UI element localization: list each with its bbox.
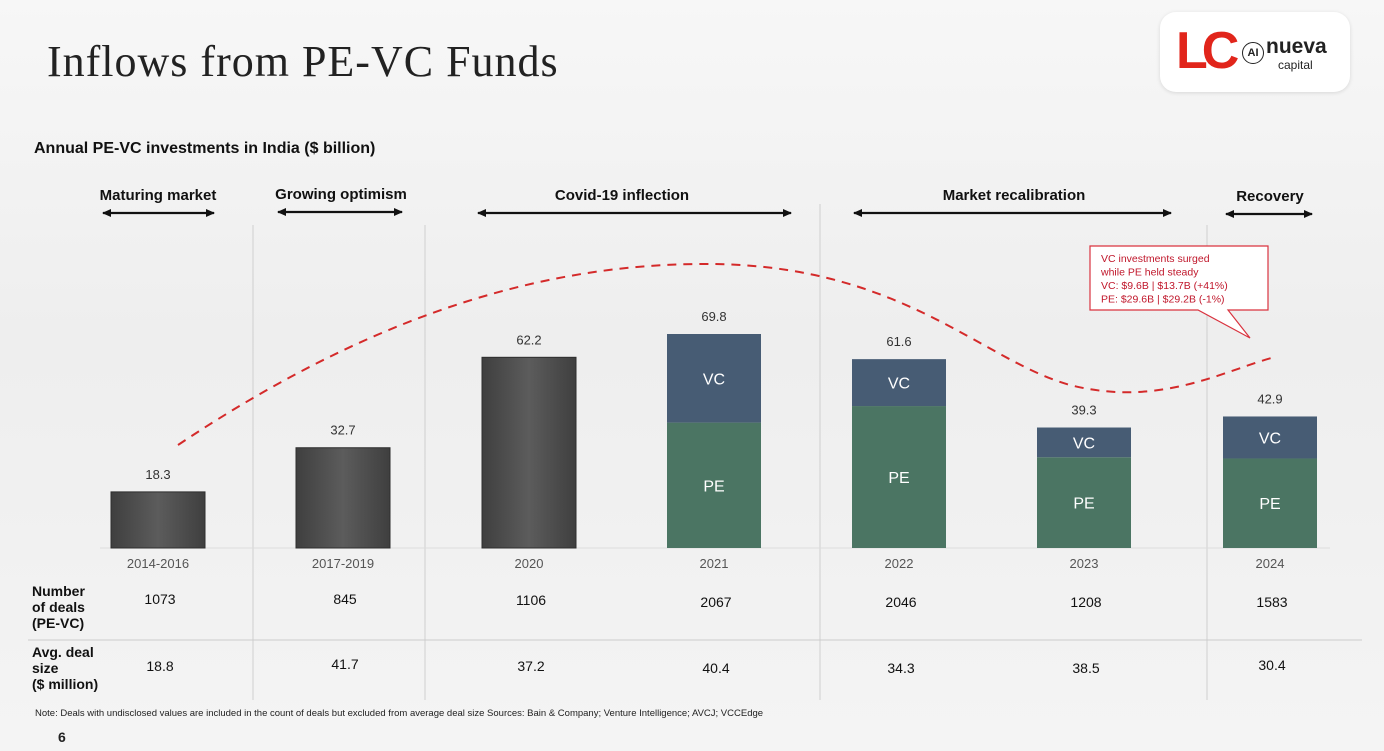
pe-segment-label: PE xyxy=(1073,496,1094,513)
x-tick-label: 2022 xyxy=(885,556,914,571)
x-tick-label: 2014-2016 xyxy=(127,556,189,571)
table-cell: 34.3 xyxy=(887,660,914,676)
vc-segment-label: VC xyxy=(703,371,725,388)
x-tick-label: 2017-2019 xyxy=(312,556,374,571)
phase-label: Recovery xyxy=(1236,188,1304,205)
page-title: Inflows from PE-VC Funds xyxy=(47,37,559,86)
table-cell: 1106 xyxy=(516,592,546,608)
pe-bar-segment xyxy=(667,422,761,548)
company-logo: LC AI nueva capital xyxy=(1160,12,1350,92)
footnote: Note: Deals with undisclosed values are … xyxy=(35,708,764,719)
total-bar xyxy=(481,356,577,549)
vc-segment-label: VC xyxy=(1259,430,1281,447)
bar-value-label: 18.3 xyxy=(145,467,170,482)
pe-bar-segment xyxy=(1223,458,1317,548)
table-cell: 37.2 xyxy=(517,658,544,674)
vc-bar-segment xyxy=(1037,427,1131,458)
page-number: 6 xyxy=(58,729,66,745)
logo-c: C xyxy=(1201,22,1239,80)
table-row-label: size xyxy=(32,660,59,676)
chart-subtitle: Annual PE-VC investments in India ($ bil… xyxy=(34,140,376,157)
callout-line: PE: $29.6B | $29.2B (-1%) xyxy=(1101,294,1225,306)
vc-bar-segment xyxy=(852,359,946,407)
x-tick-label: 2024 xyxy=(1256,556,1285,571)
x-tick-label: 2023 xyxy=(1070,556,1099,571)
logo-lc-mark: LC xyxy=(1176,22,1239,80)
x-tick-label: 2020 xyxy=(515,556,544,571)
table-cell: 845 xyxy=(333,591,357,607)
table-cell: 18.8 xyxy=(146,658,173,674)
logo-badge-icon: AI xyxy=(1242,42,1264,64)
table-cell: 40.4 xyxy=(702,660,729,676)
logo-tagline: capital xyxy=(1278,58,1313,72)
table-row-label: of deals xyxy=(32,599,85,615)
phase-label: Maturing market xyxy=(100,187,217,204)
bar-value-label: 62.2 xyxy=(516,332,541,347)
x-tick-label: 2021 xyxy=(700,556,729,571)
callout-box xyxy=(1089,245,1269,339)
table-row-label: Avg. deal xyxy=(32,644,94,660)
table-cell: 1208 xyxy=(1070,594,1101,610)
table-cell: 2046 xyxy=(885,594,916,610)
trend-line xyxy=(177,262,1276,446)
phase-label: Covid-19 inflection xyxy=(555,187,689,204)
table-cell: 1073 xyxy=(144,591,175,607)
bar-value-label: 39.3 xyxy=(1071,403,1096,418)
callout-line: while PE held steady xyxy=(1100,267,1199,279)
table-cell: 1583 xyxy=(1256,594,1287,610)
table-cell: 2067 xyxy=(700,594,731,610)
table-row-label: (PE-VC) xyxy=(32,615,84,631)
table-cell: 38.5 xyxy=(1072,660,1099,676)
vc-bar-segment xyxy=(1223,416,1317,459)
callout-line: VC: $9.6B | $13.7B (+41%) xyxy=(1101,280,1228,292)
bar-value-label: 69.8 xyxy=(701,309,726,324)
callout-line: VC investments surged xyxy=(1101,253,1210,265)
pe-bar-segment xyxy=(1037,457,1131,548)
table-row-label: ($ million) xyxy=(32,676,98,692)
vc-bar-segment xyxy=(667,334,761,423)
vc-segment-label: VC xyxy=(888,376,910,393)
total-bar xyxy=(295,447,391,549)
bar-value-label: 42.9 xyxy=(1257,391,1282,406)
vc-segment-label: VC xyxy=(1073,435,1095,452)
logo-name: nueva xyxy=(1266,35,1327,58)
pe-segment-label: PE xyxy=(1259,496,1280,513)
table-row-label: Number xyxy=(32,583,85,599)
bar-value-label: 32.7 xyxy=(330,423,355,438)
phase-label: Market recalibration xyxy=(943,187,1086,204)
pe-segment-label: PE xyxy=(703,478,724,495)
phase-label: Growing optimism xyxy=(275,186,407,203)
total-bar xyxy=(110,491,206,549)
pe-segment-label: PE xyxy=(888,470,909,487)
pe-bar-segment xyxy=(852,406,946,548)
table-cell: 30.4 xyxy=(1258,657,1285,673)
bar-value-label: 61.6 xyxy=(886,334,911,349)
table-cell: 41.7 xyxy=(331,656,358,672)
